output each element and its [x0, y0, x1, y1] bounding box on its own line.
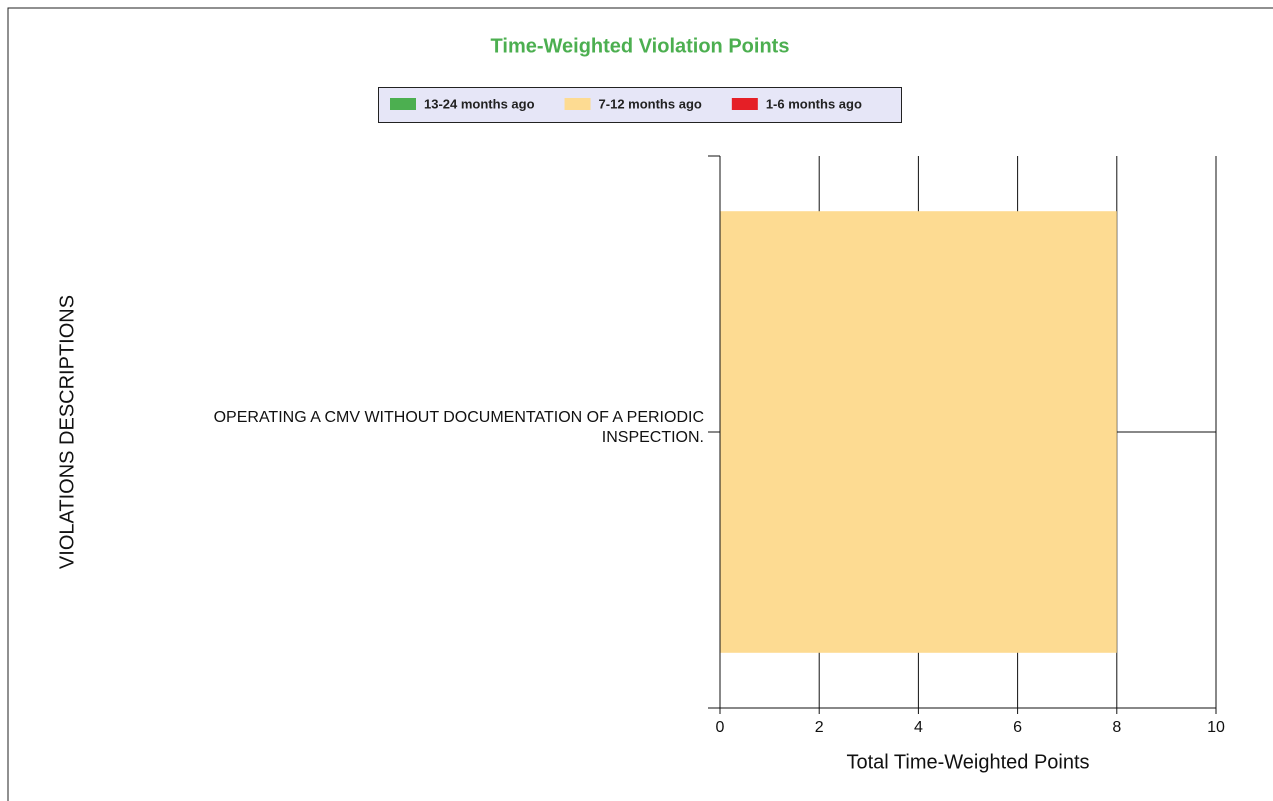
legend-swatch — [731, 98, 758, 110]
frame — [7, 7, 1273, 801]
bar — [720, 211, 1117, 653]
x-axis-label: Total Time-Weighted Points — [846, 751, 1089, 773]
x-tick-label: 0 — [716, 719, 725, 736]
x-tick-label: 6 — [1013, 719, 1022, 736]
legend-label: 1-6 months ago — [766, 96, 862, 111]
y-axis-label: VIOLATIONS DESCRIPTIONS — [56, 295, 78, 569]
x-tick-label: 2 — [815, 719, 824, 736]
x-tick-label: 8 — [1112, 719, 1121, 736]
legend-label: 13-24 months ago — [424, 96, 535, 111]
category-label: OPERATING A CMV WITHOUT DOCUMENTATION OF… — [213, 409, 704, 446]
legend-label: 7-12 months ago — [599, 96, 702, 111]
legend-swatch — [564, 98, 591, 110]
legend-swatch — [390, 98, 416, 110]
x-tick-label: 10 — [1207, 719, 1225, 736]
legend — [378, 87, 902, 123]
chart-title: Time-Weighted Violation Points — [491, 35, 790, 57]
x-tick-label: 4 — [914, 719, 923, 736]
